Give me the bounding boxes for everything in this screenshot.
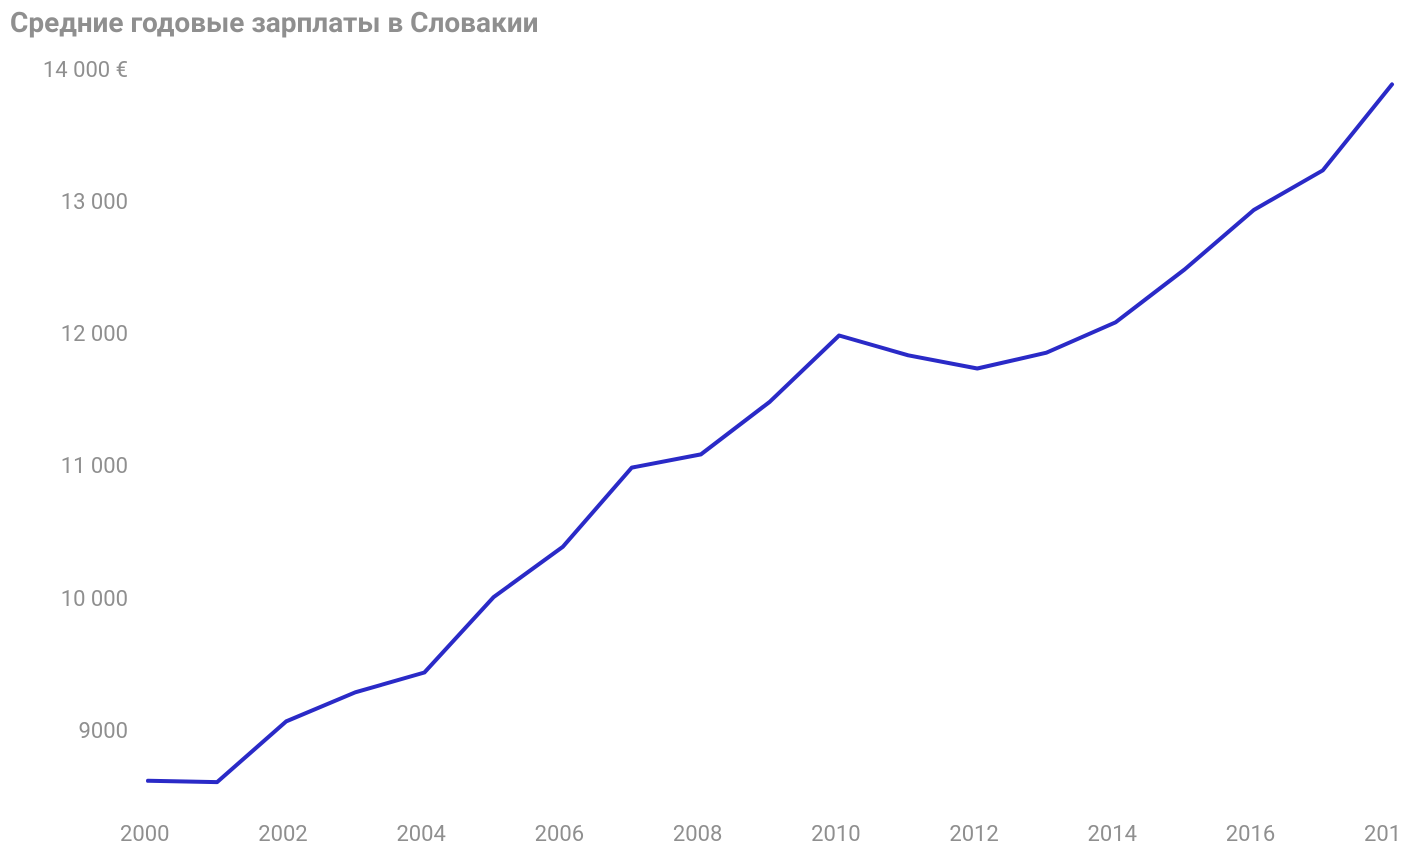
plot-area (148, 58, 1392, 798)
y-axis-label: 11 000 (61, 454, 128, 479)
x-axis-label: 2016 (1226, 822, 1275, 847)
x-axis-label: 2004 (396, 822, 445, 847)
x-axis-label: 2012 (949, 822, 998, 847)
y-axis-label: 10 000 (61, 587, 128, 612)
x-axis-label: 2006 (535, 822, 584, 847)
x-axis-label: 2002 (258, 822, 307, 847)
x-axis-label: 2008 (673, 822, 722, 847)
chart-title: Средние годовые зарплаты в Словакии (10, 6, 538, 39)
x-axis-label: 2018 (1364, 822, 1402, 847)
salary-line-chart: Средние годовые зарплаты в Словакии 9000… (0, 0, 1402, 860)
y-axis-label: 14 000 € (43, 58, 128, 83)
series-line-salary (148, 84, 1392, 782)
y-axis-label: 9000 (79, 719, 128, 744)
y-axis-label: 13 000 (61, 190, 128, 215)
y-axis-label: 12 000 (61, 322, 128, 347)
x-axis-label: 2010 (811, 822, 860, 847)
x-axis-label: 2014 (1088, 822, 1137, 847)
x-axis-label: 2000 (120, 822, 169, 847)
